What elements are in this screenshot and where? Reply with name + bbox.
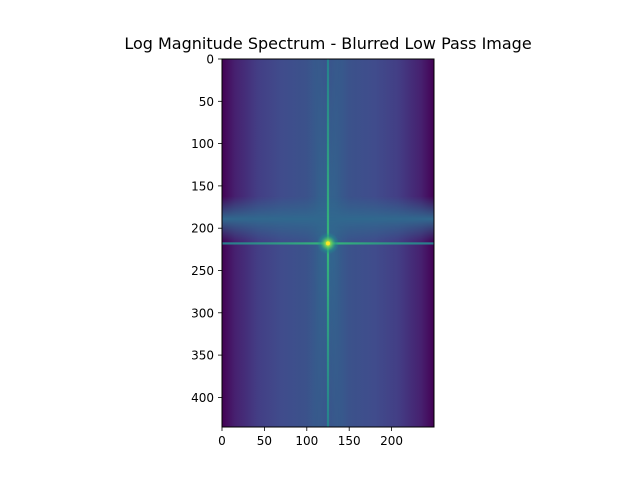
x-axis-ticks: 0 50 100 150 200: [218, 427, 403, 448]
y-tick-label: 0: [206, 53, 214, 67]
dc-peak: [326, 241, 330, 246]
x-tick-label: 200: [380, 434, 403, 448]
plot-frame: [221, 58, 435, 428]
y-tick-label: 50: [199, 95, 214, 109]
spectrum-image: [222, 59, 434, 427]
x-tick-label: 150: [338, 434, 361, 448]
y-tick-label: 250: [191, 264, 214, 278]
chart-title: Log Magnitude Spectrum - Blurred Low Pas…: [124, 34, 531, 53]
x-tick-label: 0: [218, 434, 226, 448]
y-tick-label: 200: [191, 222, 214, 236]
y-axis-ticks: 0 50 100 150 200 250 300 350 400: [191, 53, 222, 405]
x-tick-label: 100: [295, 434, 318, 448]
x-tick-label: 50: [257, 434, 272, 448]
y-tick-label: 400: [191, 391, 214, 405]
y-tick-label: 350: [191, 349, 214, 363]
y-tick-label: 150: [191, 179, 214, 193]
y-tick-label: 100: [191, 137, 214, 151]
y-tick-label: 300: [191, 306, 214, 320]
